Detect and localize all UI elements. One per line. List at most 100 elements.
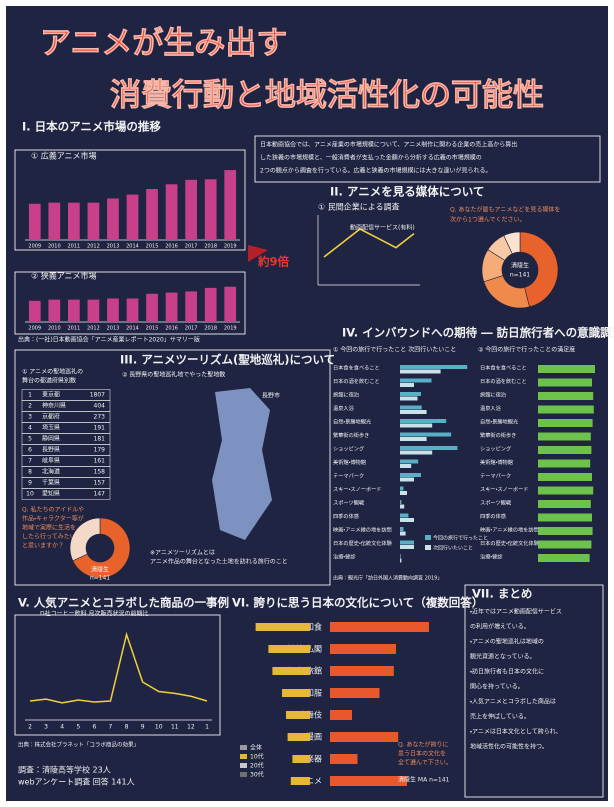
bar	[400, 477, 414, 482]
text: 179	[94, 447, 106, 454]
text: Q. あなたが誇りに	[398, 741, 449, 749]
bar	[185, 291, 197, 322]
title-line: アニメが生み出す	[40, 26, 287, 62]
bar	[400, 554, 401, 558]
text: ① アニメの聖地巡礼の	[22, 368, 83, 376]
text: 7	[28, 458, 32, 465]
text: 2011	[67, 326, 80, 332]
text: 5	[28, 436, 32, 443]
bar	[68, 299, 80, 322]
text: 日本の酒を飲むこと	[333, 377, 380, 385]
bar	[400, 383, 414, 387]
text: 1807	[90, 392, 105, 399]
bar	[400, 518, 414, 522]
bar	[538, 419, 593, 427]
text: ② 今回の旅行で行ったことの満足度	[478, 346, 575, 354]
text: 映画・アニメ縁の地を訪問	[333, 526, 392, 534]
text: 清陵生	[91, 566, 109, 574]
text: 7	[109, 724, 113, 731]
text: 30代	[250, 771, 264, 779]
text: スキー・スノーボード	[480, 485, 528, 493]
text: 2017	[185, 326, 198, 332]
bar	[330, 776, 407, 786]
bar	[400, 423, 433, 428]
text: 旅館に宿泊	[480, 391, 506, 399]
bar	[400, 459, 419, 464]
bar	[146, 189, 158, 240]
text: 2009	[28, 244, 41, 250]
bar	[400, 378, 432, 383]
text: 181	[94, 436, 106, 443]
bar	[48, 202, 61, 240]
text: ・アニメの聖地巡礼は地域の	[470, 638, 544, 646]
intro-box	[254, 135, 601, 183]
text: VII. まとめ	[472, 587, 532, 601]
bar	[400, 392, 421, 396]
bar	[538, 527, 593, 535]
bar	[400, 531, 406, 536]
bar	[292, 755, 310, 763]
text: 2013	[107, 244, 120, 250]
text: 2019	[224, 244, 237, 250]
text: 4	[28, 425, 32, 432]
summary-frame	[464, 584, 604, 798]
text: 漫画	[306, 732, 322, 742]
bar	[400, 491, 407, 495]
bar	[538, 473, 592, 481]
text: 京都府	[42, 413, 60, 421]
text: テーマパーク	[480, 473, 511, 480]
text: 2	[28, 724, 32, 731]
bar	[126, 298, 139, 322]
legend-swatch	[425, 545, 431, 550]
text: 東京都	[42, 391, 60, 399]
text: 191	[94, 425, 106, 432]
text: 2011	[67, 244, 80, 250]
text: 神奈川県	[42, 402, 66, 410]
bar	[107, 298, 119, 322]
text: 清陵生	[511, 262, 529, 270]
text: 岐阜県	[42, 457, 60, 465]
text: 地域で実際に生活を	[22, 524, 76, 532]
text: 2015	[146, 244, 159, 250]
text: した狭義の市場規模と、一般消費者が支払った金額から分析する広義の市場規模の	[260, 154, 482, 162]
text: 273	[94, 414, 106, 421]
text: 次から1つ選んでください。	[450, 216, 526, 224]
text: ・人気アニメとコラボした商品は	[470, 698, 556, 706]
bar	[538, 459, 591, 468]
text: 今回の旅行で行ったこと	[433, 535, 488, 542]
text: 日本の歴史・伝統文化体験	[333, 539, 393, 547]
text: スキー・スノーボード	[333, 485, 381, 493]
text: 3	[44, 724, 48, 731]
bar	[538, 513, 592, 522]
bar	[330, 754, 358, 764]
text: 11	[171, 724, 179, 731]
text: 6	[28, 447, 32, 454]
text: 8	[28, 469, 32, 476]
bar	[400, 558, 402, 563]
bar	[538, 486, 594, 495]
bar	[400, 540, 414, 545]
text: ① 民間企業による調査	[318, 202, 399, 212]
text: 売上を伸ばしている。	[470, 713, 530, 721]
title-line: 消費行動と地域活性化の可能性	[110, 78, 544, 114]
text: 2014	[126, 326, 139, 332]
bar	[48, 299, 61, 322]
text: 愛知県	[42, 490, 60, 498]
bar	[400, 369, 441, 374]
bar	[330, 688, 380, 698]
text: 2016	[165, 244, 178, 250]
bar	[107, 198, 119, 240]
text: IV. インバウンドへの期待 ― 訪日旅行者への意識調査	[342, 326, 614, 340]
line-series	[323, 228, 415, 258]
text: 温泉入浴	[333, 404, 355, 412]
bar	[204, 287, 217, 322]
bar	[538, 554, 590, 562]
bar	[28, 203, 41, 240]
legend-swatch	[425, 535, 431, 540]
pie-slice	[519, 231, 559, 308]
text: 繁華街の街歩き	[480, 431, 516, 439]
text: 2014	[126, 244, 139, 250]
text: 12	[187, 724, 195, 731]
text: 10	[155, 724, 163, 731]
bar	[400, 464, 412, 468]
